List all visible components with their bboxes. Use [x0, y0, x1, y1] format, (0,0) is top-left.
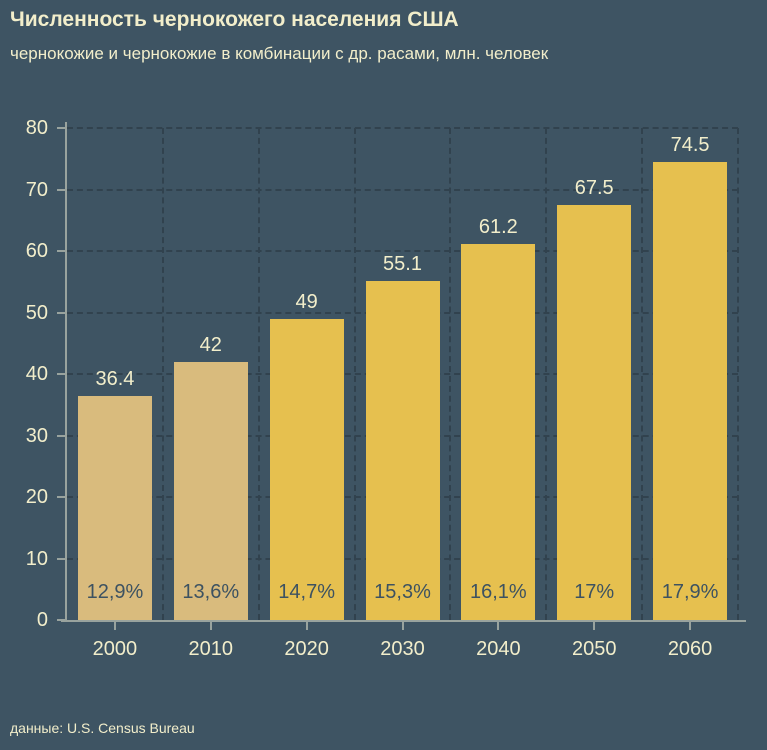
gridline-vertical: [737, 128, 739, 620]
bar-2020: [269, 318, 344, 620]
x-axis-tick: [593, 621, 596, 630]
y-axis-tick: [57, 434, 66, 437]
bar-2030: [365, 281, 440, 620]
y-axis-label: 80: [25, 117, 48, 139]
y-axis-tick: [57, 496, 66, 498]
x-axis-label: 2050: [571, 638, 617, 660]
value-label: 55.1: [383, 253, 422, 276]
x-axis-tick: [497, 621, 500, 630]
x-axis-tick: [401, 621, 404, 630]
x-axis-label: 2010: [188, 638, 234, 660]
y-axis-label: 60: [25, 240, 48, 262]
y-axis-label: 10: [25, 547, 48, 570]
x-axis-tick: [305, 621, 308, 630]
chart-title: Численность чернокожего населения США: [10, 8, 459, 31]
source-note: данные: U.S. Census Bureau: [10, 720, 195, 736]
chart-subtitle: чернокожие и чернокожие в комбинации с д…: [10, 44, 549, 63]
bar-2010: [173, 361, 248, 620]
x-axis-label: 2000: [92, 638, 138, 660]
gridline-vertical: [545, 128, 548, 620]
gridline-vertical: [257, 128, 260, 620]
value-label: 36.4: [95, 368, 135, 391]
y-axis-label: 50: [25, 301, 48, 324]
bar-2060: [653, 161, 728, 620]
gridline-horizontal: [67, 127, 738, 129]
y-axis-tick: [57, 188, 66, 191]
x-axis-tick: [689, 621, 692, 630]
gridline-horizontal: [67, 250, 738, 252]
percent-label: 15,3%: [374, 581, 431, 603]
x-axis-label: 2040: [476, 638, 521, 660]
y-axis-line: [65, 122, 67, 622]
gridline-vertical: [641, 128, 644, 620]
gridline-horizontal: [67, 188, 738, 191]
y-axis-label: 0: [36, 609, 48, 631]
bar-2000: [77, 396, 152, 620]
percent-label: 14,7%: [278, 581, 335, 603]
x-axis-label: 2020: [284, 638, 329, 660]
x-axis-tick: [209, 621, 212, 630]
value-label: 74.5: [670, 133, 710, 156]
value-label: 49: [295, 290, 318, 313]
x-axis-line: [61, 620, 746, 622]
x-axis-label: 2030: [380, 638, 425, 660]
y-axis-tick: [57, 250, 66, 252]
bar-2050: [557, 204, 632, 620]
percent-label: 12,9%: [86, 581, 144, 603]
gridline-vertical: [449, 128, 452, 620]
y-axis-tick: [57, 127, 66, 129]
bar-2040: [461, 243, 536, 620]
y-axis-tick: [57, 557, 66, 560]
y-axis-label: 20: [25, 486, 48, 508]
y-axis-label: 40: [25, 363, 48, 385]
percent-label: 17%: [574, 581, 615, 603]
percent-label: 17,9%: [661, 581, 719, 603]
x-axis-tick: [113, 621, 116, 630]
value-label: 67.5: [574, 176, 614, 199]
y-axis-label: 30: [25, 424, 48, 447]
x-axis-label: 2060: [667, 638, 713, 660]
percent-label: 16,1%: [469, 581, 527, 603]
percent-label: 13,6%: [182, 581, 240, 603]
value-label: 61.2: [478, 215, 518, 238]
y-axis-tick: [57, 373, 66, 375]
gridline-vertical: [161, 128, 164, 620]
y-axis-tick: [57, 311, 66, 314]
value-label: 42: [199, 333, 222, 356]
y-axis-label: 70: [25, 178, 48, 201]
gridline-vertical: [353, 128, 356, 620]
plot-area: 0 10 20 30 40 50 60 70 80 12,9% 36.4 2000 13,6% 42 201…: [26, 117, 746, 660]
